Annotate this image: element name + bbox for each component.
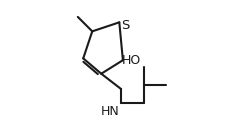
Text: S: S: [121, 19, 130, 32]
Text: HO: HO: [122, 54, 141, 66]
Text: HN: HN: [101, 105, 119, 118]
